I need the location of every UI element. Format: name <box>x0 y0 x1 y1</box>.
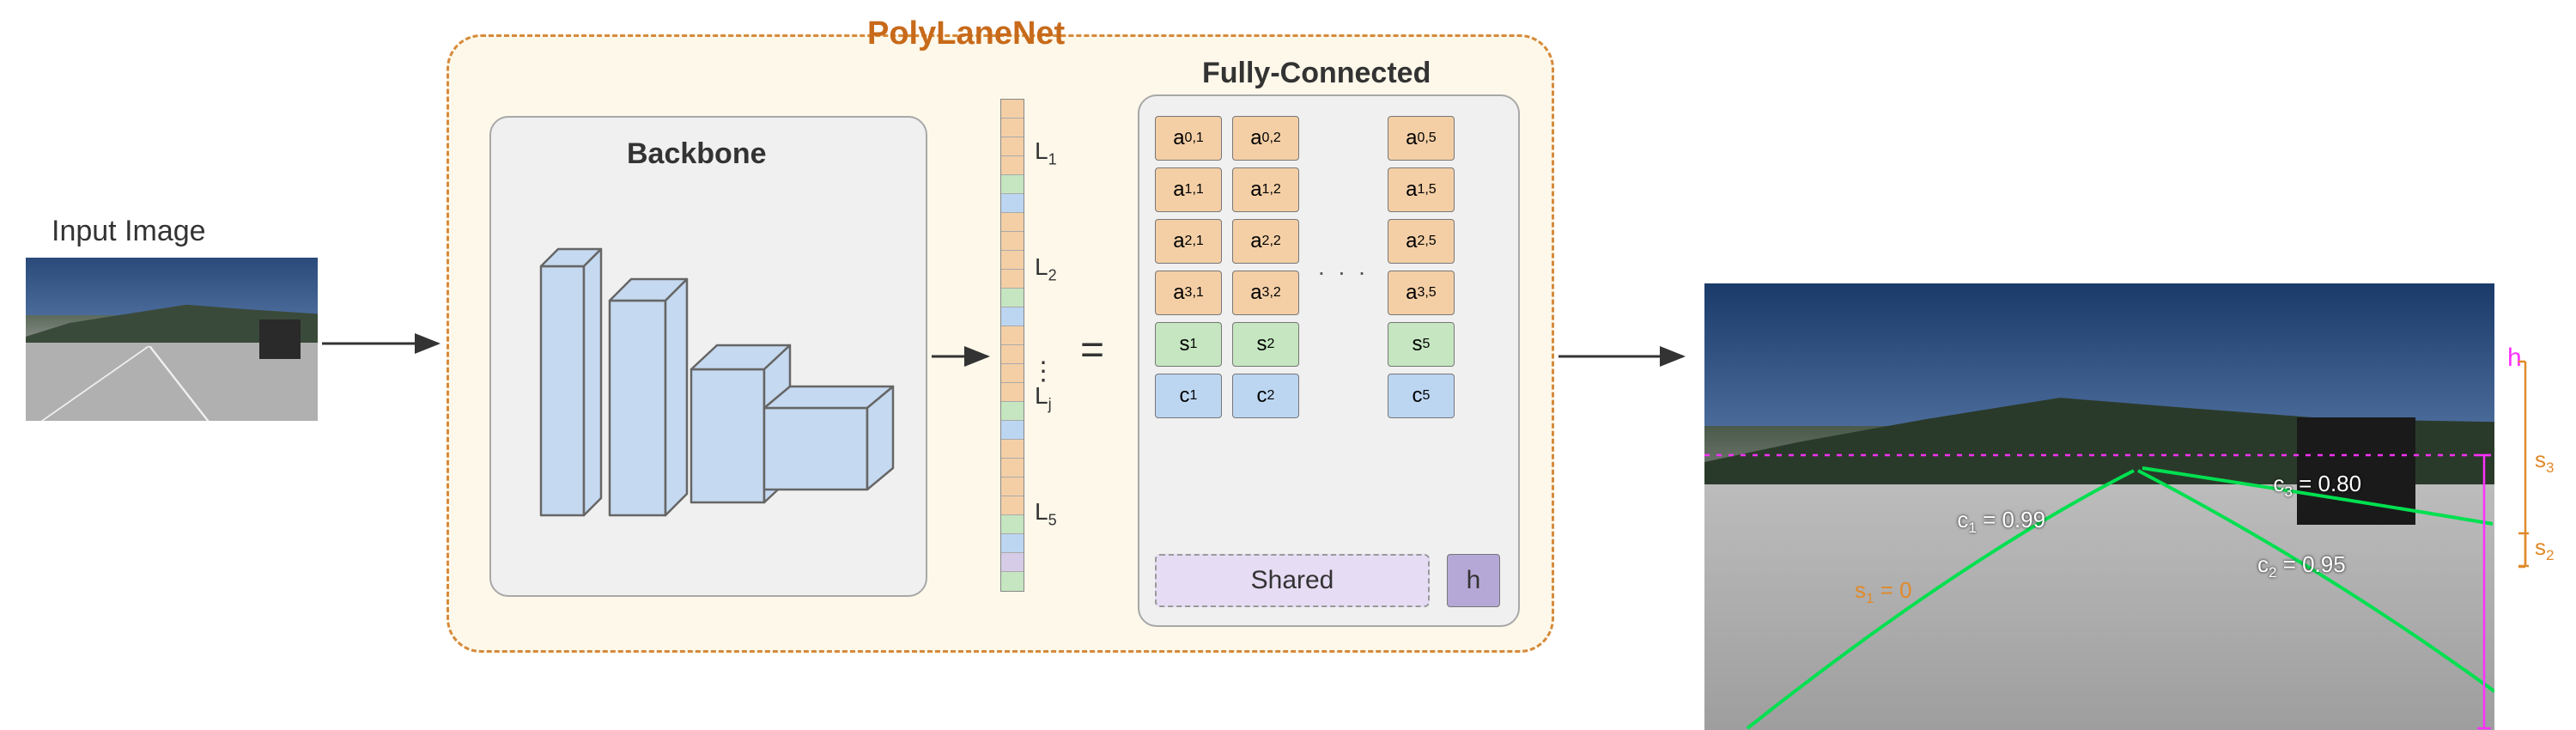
shared-h-label: h <box>1467 566 1481 595</box>
s2-label: s2 <box>2535 534 2554 564</box>
shared-box: Shared <box>1155 554 1430 607</box>
title: PolyLaneNet <box>867 15 1065 52</box>
fc-label: Fully-Connected <box>1202 57 1431 90</box>
conf-c3: c3 = 0.80 <box>2273 471 2361 501</box>
conf-c2: c2 = 0.95 <box>2257 551 2346 581</box>
s1-label: s1 = 0 <box>1855 577 1912 607</box>
s3-label: s3 <box>2535 447 2554 477</box>
backbone-blocks <box>507 198 910 567</box>
shared-h-cell: h <box>1447 554 1500 607</box>
shared-label: Shared <box>1251 566 1334 595</box>
equals: = <box>1080 326 1104 374</box>
lane-overlay <box>1704 283 2494 730</box>
arrow-backbone-to-fv <box>927 339 996 374</box>
feature-vector <box>1000 99 1024 592</box>
arrow-fc-to-output <box>1554 339 1692 374</box>
arrow-input-to-net <box>318 326 447 361</box>
fv-label-j: Lj <box>1035 382 1052 414</box>
fc-grid: a0,1a1,1a2,1a3,1s1c1a0,2a1,2a2,2a3,2s2c2… <box>1155 116 1455 418</box>
s2-bracket <box>2494 531 2529 569</box>
fv-label-2: L2 <box>1035 253 1057 285</box>
backbone-label: Backbone <box>627 137 767 171</box>
conf-c1: c1 = 0.99 <box>1957 507 2045 537</box>
fv-label-5: L5 <box>1035 498 1057 530</box>
input-image <box>26 258 318 421</box>
output-image: c1 = 0.99 c2 = 0.95 c3 = 0.80 <box>1704 283 2494 730</box>
input-label: Input Image <box>52 215 206 248</box>
fv-label-1: L1 <box>1035 137 1057 169</box>
